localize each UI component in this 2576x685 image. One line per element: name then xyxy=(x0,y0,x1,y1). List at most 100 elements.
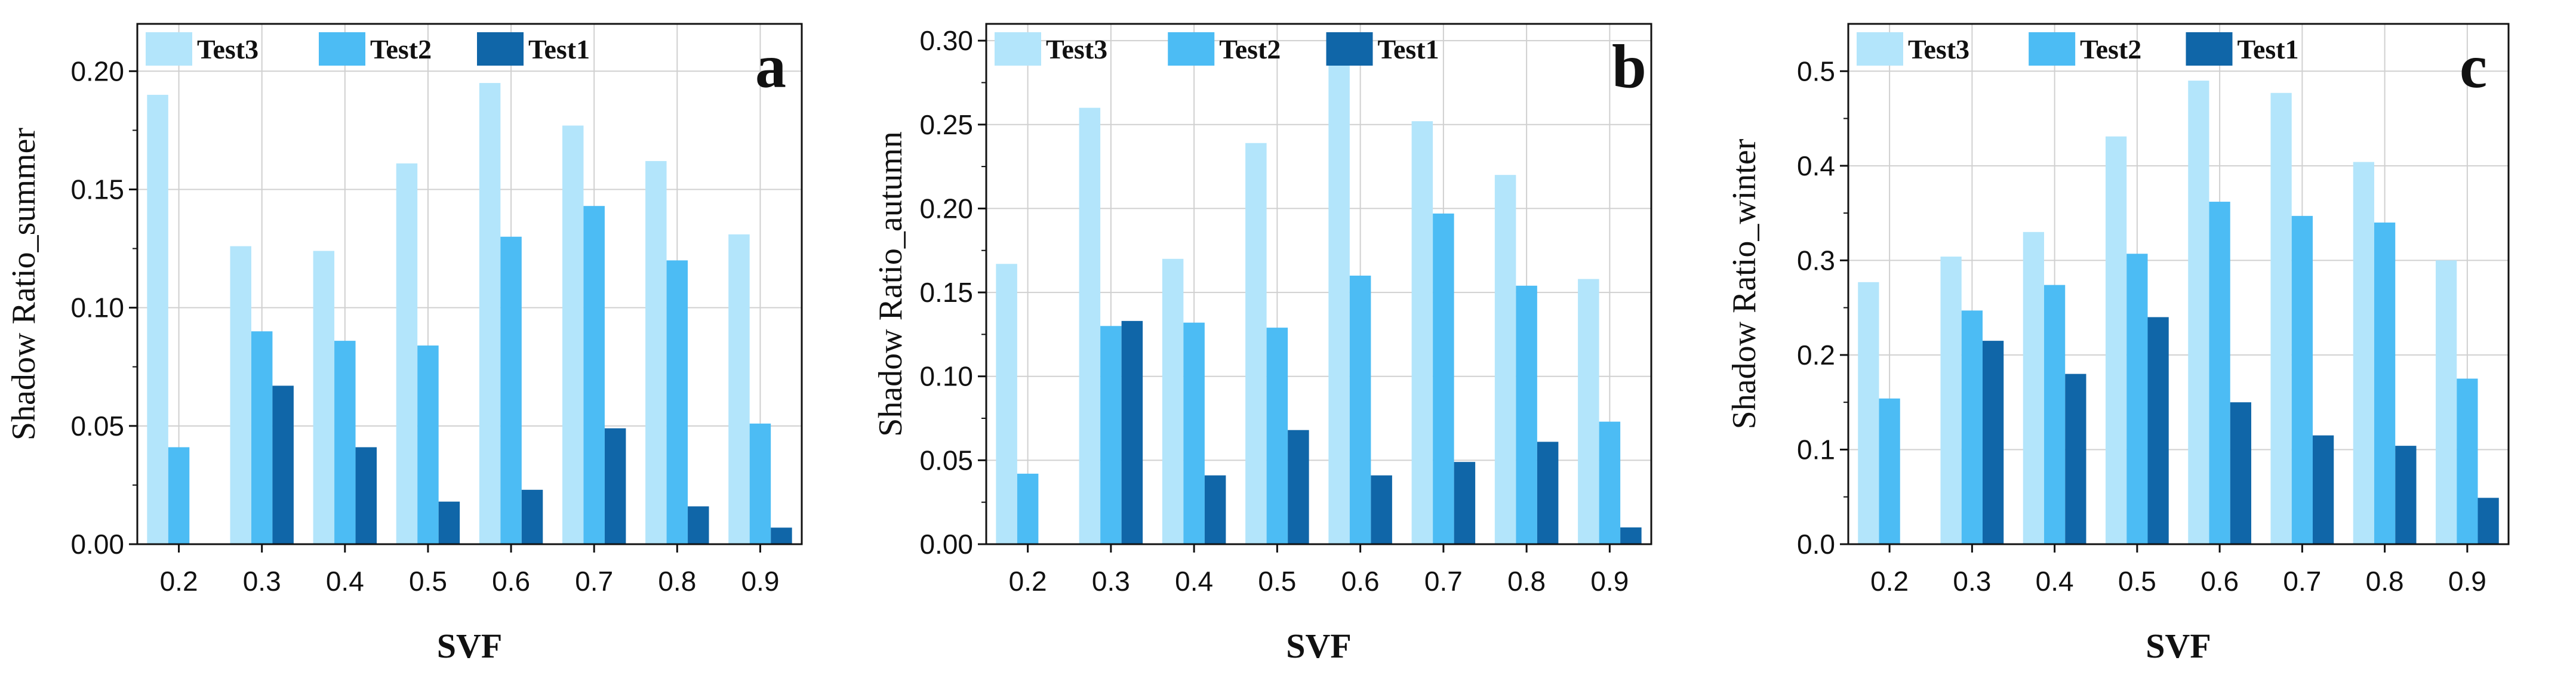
x-tick-label: 0.9 xyxy=(741,566,779,597)
legend-label-test1: Test1 xyxy=(1377,34,1439,64)
legend-label-test3: Test3 xyxy=(1046,34,1107,64)
bar-test2-0.7 xyxy=(2291,215,2313,544)
bar-test2-0.8 xyxy=(666,260,688,544)
bar-test3-0.6 xyxy=(2188,81,2209,545)
bar-test1-0.7 xyxy=(604,428,626,544)
legend-swatch-test1 xyxy=(2186,32,2233,66)
y-tick-label: 0.15 xyxy=(70,174,124,205)
legend-swatch-test3 xyxy=(995,32,1041,66)
y-tick-label: 0.05 xyxy=(70,411,124,442)
legend-swatch-test2 xyxy=(2029,32,2076,66)
bar-test3-0.2 xyxy=(1858,282,1879,544)
x-axis-title: SVF xyxy=(2146,627,2211,665)
legend-swatch-test1 xyxy=(477,32,524,66)
x-tick-label: 0.5 xyxy=(1258,566,1296,597)
bar-test1-0.9 xyxy=(771,527,792,544)
bar-test3-0.7 xyxy=(2270,92,2292,545)
x-tick-label: 0.4 xyxy=(1175,566,1213,597)
x-tick-label: 0.3 xyxy=(1953,566,1991,597)
chart-panel-a: 0.00 0.05 0.10 0.15 0.20 0.2 0.3 0.4 0.5 0.6 0.7 0.… xyxy=(5,23,803,665)
x-tick-label: 0.3 xyxy=(243,566,281,597)
y-axis-title: Shadow Ratio_summer xyxy=(5,128,42,441)
bar-test2-0.9 xyxy=(2457,378,2478,544)
y-tick-label: 0.00 xyxy=(70,529,124,560)
panel-letter: c xyxy=(2460,32,2487,101)
legend-label-test1: Test1 xyxy=(528,34,590,64)
bar-test1-0.5 xyxy=(2147,317,2169,544)
bar-test3-0.4 xyxy=(2023,232,2044,544)
bar-test2-0.5 xyxy=(417,345,439,544)
bar-test2-0.4 xyxy=(334,341,356,544)
legend-swatch-test3 xyxy=(146,32,192,66)
bar-test3-0.6 xyxy=(479,83,501,544)
bar-test3-0.8 xyxy=(645,161,667,545)
chart-panel-b: 0.00 0.05 0.10 0.15 0.20 0.25 0.30 0.2 0.3 0.4 0.5… xyxy=(872,23,1652,665)
bar-test1-0.6 xyxy=(521,489,543,544)
bar-test1-0.8 xyxy=(688,506,709,544)
bar-test1-0.6 xyxy=(2230,402,2252,544)
x-tick-label: 0.2 xyxy=(1009,566,1047,597)
bar-test3-0.5 xyxy=(396,163,418,544)
x-tick-label: 0.9 xyxy=(1590,566,1629,597)
panel-letter: a xyxy=(755,32,786,101)
bar-test3-0.2 xyxy=(147,94,168,545)
x-tick-label: 0.8 xyxy=(658,566,696,597)
x-tick-label: 0.5 xyxy=(2118,566,2156,597)
x-tick-label: 0.8 xyxy=(2366,566,2404,597)
legend-label-test3: Test3 xyxy=(197,34,258,64)
y-tick-label: 0.5 xyxy=(1797,55,1835,87)
x-tick-label: 0.4 xyxy=(2036,566,2074,597)
x-tick-label: 0.9 xyxy=(2448,566,2486,597)
x-tick-label: 0.5 xyxy=(409,566,447,597)
bar-test1-0.4 xyxy=(355,447,377,544)
bar-test1-0.8 xyxy=(2395,446,2417,544)
legend-label-test1: Test1 xyxy=(2238,34,2299,64)
bar-test3-0.7 xyxy=(562,125,584,544)
bar-test3-0.9 xyxy=(728,234,750,544)
legend-swatch-test3 xyxy=(1857,32,1903,66)
x-tick-label: 0.2 xyxy=(1870,566,1909,597)
bar-test2-0.2 xyxy=(1017,473,1039,544)
bar-test2-0.9 xyxy=(1599,421,1621,544)
y-tick-label: 0.1 xyxy=(1797,434,1835,465)
bar-test3-0.5 xyxy=(1245,143,1267,544)
legend-swatch-test2 xyxy=(1168,32,1215,66)
x-tick-label: 0.7 xyxy=(1424,566,1463,597)
bar-test2-0.4 xyxy=(1183,322,1205,544)
bar-test1-0.5 xyxy=(438,501,460,544)
bar-test3-0.8 xyxy=(1494,175,1516,545)
x-tick-label: 0.2 xyxy=(160,566,198,597)
legend-swatch-test2 xyxy=(319,32,365,66)
y-tick-label: 0.00 xyxy=(919,529,973,560)
bar-test1-0.8 xyxy=(1537,442,1559,544)
bar-test2-0.3 xyxy=(251,331,273,544)
bar-test2-0.3 xyxy=(1100,326,1122,544)
y-tick-label: 0.20 xyxy=(70,55,124,87)
bar-test2-0.9 xyxy=(749,423,771,544)
y-tick-label: 0.15 xyxy=(919,277,973,308)
y-tick-label: 0.4 xyxy=(1797,150,1835,181)
x-tick-label: 0.8 xyxy=(1507,566,1546,597)
x-tick-label: 0.6 xyxy=(2200,566,2239,597)
bar-test1-0.3 xyxy=(1121,320,1143,544)
bar-test2-0.7 xyxy=(1433,213,1454,545)
x-axis-title: SVF xyxy=(437,627,503,665)
bar-test1-0.4 xyxy=(1204,475,1226,544)
x-tick-label: 0.4 xyxy=(326,566,364,597)
bar-test1-0.5 xyxy=(1288,430,1309,544)
bar-test3-0.3 xyxy=(1079,107,1101,545)
x-tick-label: 0.6 xyxy=(492,566,530,597)
legend-label-test2: Test2 xyxy=(1219,34,1281,64)
bar-test1-0.9 xyxy=(2477,498,2499,544)
bar-test1-0.3 xyxy=(272,385,294,544)
legend-label-test2: Test2 xyxy=(370,34,432,64)
bar-test1-0.9 xyxy=(1620,527,1642,544)
bar-test2-0.4 xyxy=(2043,285,2066,544)
y-tick-label: 0.0 xyxy=(1797,529,1835,560)
bar-test2-0.2 xyxy=(1879,398,1900,544)
chart-panel-c: 0.0 0.1 0.2 0.3 0.4 0.5 0.2 0.3 0.4 0.5 0.6 0.7 0.8 0… xyxy=(1726,23,2510,665)
bar-test3-0.4 xyxy=(313,251,335,544)
y-tick-label: 0.10 xyxy=(919,361,973,392)
panel-letter: b xyxy=(1612,32,1646,101)
